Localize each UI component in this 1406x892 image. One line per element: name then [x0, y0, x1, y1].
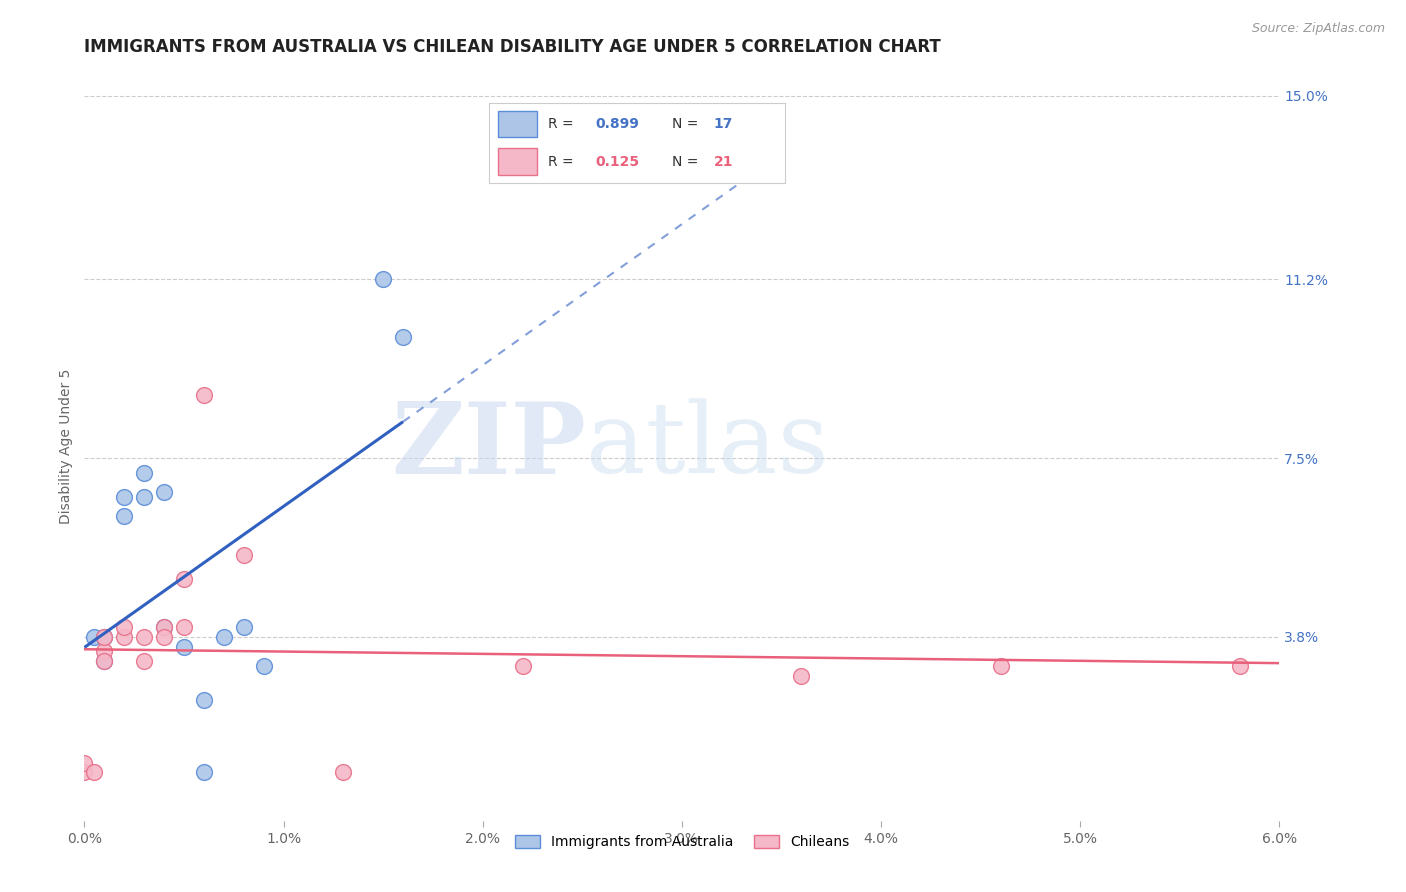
Point — [193, 388, 215, 402]
Text: 21: 21 — [714, 154, 733, 169]
FancyBboxPatch shape — [498, 148, 537, 175]
Point — [112, 509, 135, 524]
Text: ZIP: ZIP — [391, 398, 586, 494]
Point — [232, 620, 254, 634]
Point — [173, 620, 195, 634]
Point — [93, 630, 115, 644]
Text: IMMIGRANTS FROM AUSTRALIA VS CHILEAN DISABILITY AGE UNDER 5 CORRELATION CHART: IMMIGRANTS FROM AUSTRALIA VS CHILEAN DIS… — [84, 38, 941, 56]
Text: N =: N = — [672, 154, 703, 169]
Point — [153, 620, 176, 634]
Point — [790, 668, 813, 682]
Point — [93, 630, 115, 644]
Point — [512, 659, 534, 673]
Point — [93, 644, 115, 658]
Point — [153, 620, 176, 634]
Point — [193, 765, 215, 780]
Text: 0.899: 0.899 — [596, 117, 640, 131]
Point — [212, 630, 235, 644]
Text: N =: N = — [672, 117, 703, 131]
Point — [232, 548, 254, 562]
Legend: Immigrants from Australia, Chileans: Immigrants from Australia, Chileans — [509, 830, 855, 855]
Point — [93, 654, 115, 668]
Y-axis label: Disability Age Under 5: Disability Age Under 5 — [59, 368, 73, 524]
Point — [193, 693, 215, 707]
Point — [392, 330, 415, 344]
Point — [112, 620, 135, 634]
Point — [153, 630, 176, 644]
Point — [73, 765, 96, 780]
Point — [132, 490, 156, 504]
Point — [132, 630, 156, 644]
Point — [112, 630, 135, 644]
Point — [173, 640, 195, 654]
Point — [153, 484, 176, 499]
Point — [1229, 659, 1251, 673]
Point — [132, 654, 156, 668]
Text: R =: R = — [548, 117, 578, 131]
Text: R =: R = — [548, 154, 578, 169]
Point — [73, 756, 96, 770]
Point — [83, 765, 105, 780]
Text: 0.125: 0.125 — [596, 154, 640, 169]
Point — [990, 659, 1012, 673]
Text: Source: ZipAtlas.com: Source: ZipAtlas.com — [1251, 22, 1385, 36]
Point — [132, 466, 156, 480]
Point — [373, 272, 395, 286]
Point — [112, 490, 135, 504]
Text: atlas: atlas — [586, 398, 830, 494]
Text: 17: 17 — [714, 117, 733, 131]
Point — [83, 630, 105, 644]
Point — [173, 572, 195, 586]
Point — [253, 659, 276, 673]
Point — [93, 654, 115, 668]
FancyBboxPatch shape — [498, 111, 537, 137]
Point — [332, 765, 354, 780]
